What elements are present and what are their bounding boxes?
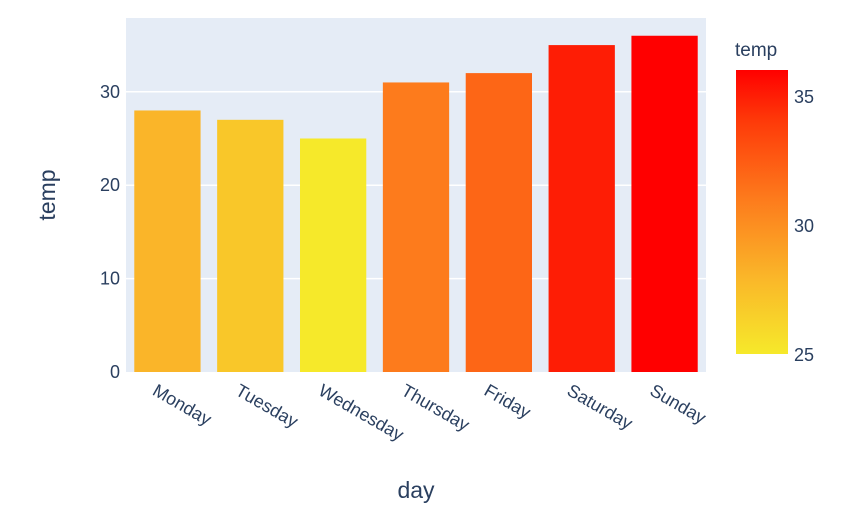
x-tick-label: Wednesday: [315, 380, 407, 445]
colorbar-tick-label: 25: [794, 345, 814, 365]
colorbar-tick-label: 30: [794, 216, 814, 236]
y-tick-label: 20: [100, 175, 120, 195]
bar-monday[interactable]: [134, 110, 201, 372]
colorbar-title: temp: [735, 40, 777, 61]
bar-thursday[interactable]: [382, 82, 450, 372]
x-tick-label: Thursday: [398, 380, 473, 435]
y-axis-title: temp: [34, 169, 60, 220]
bar-tuesday[interactable]: [217, 119, 284, 372]
bar-saturday[interactable]: [548, 45, 615, 373]
x-tick-label: Sunday: [647, 380, 710, 428]
x-tick-label: Friday: [481, 380, 534, 422]
y-tick-label: 10: [100, 269, 120, 289]
x-tick-label: Saturday: [564, 380, 636, 433]
colorbar-tick-label: 35: [794, 87, 814, 107]
colorbar: [736, 70, 788, 354]
x-axis-title: day: [397, 477, 435, 503]
bar-sunday[interactable]: [631, 35, 698, 372]
y-tick-label: 30: [100, 82, 120, 102]
x-tick-label: Tuesday: [232, 380, 301, 432]
bar-wednesday[interactable]: [300, 138, 367, 372]
x-tick-label: Monday: [149, 380, 214, 429]
bar-friday[interactable]: [465, 73, 532, 372]
y-tick-label: 0: [110, 362, 120, 382]
